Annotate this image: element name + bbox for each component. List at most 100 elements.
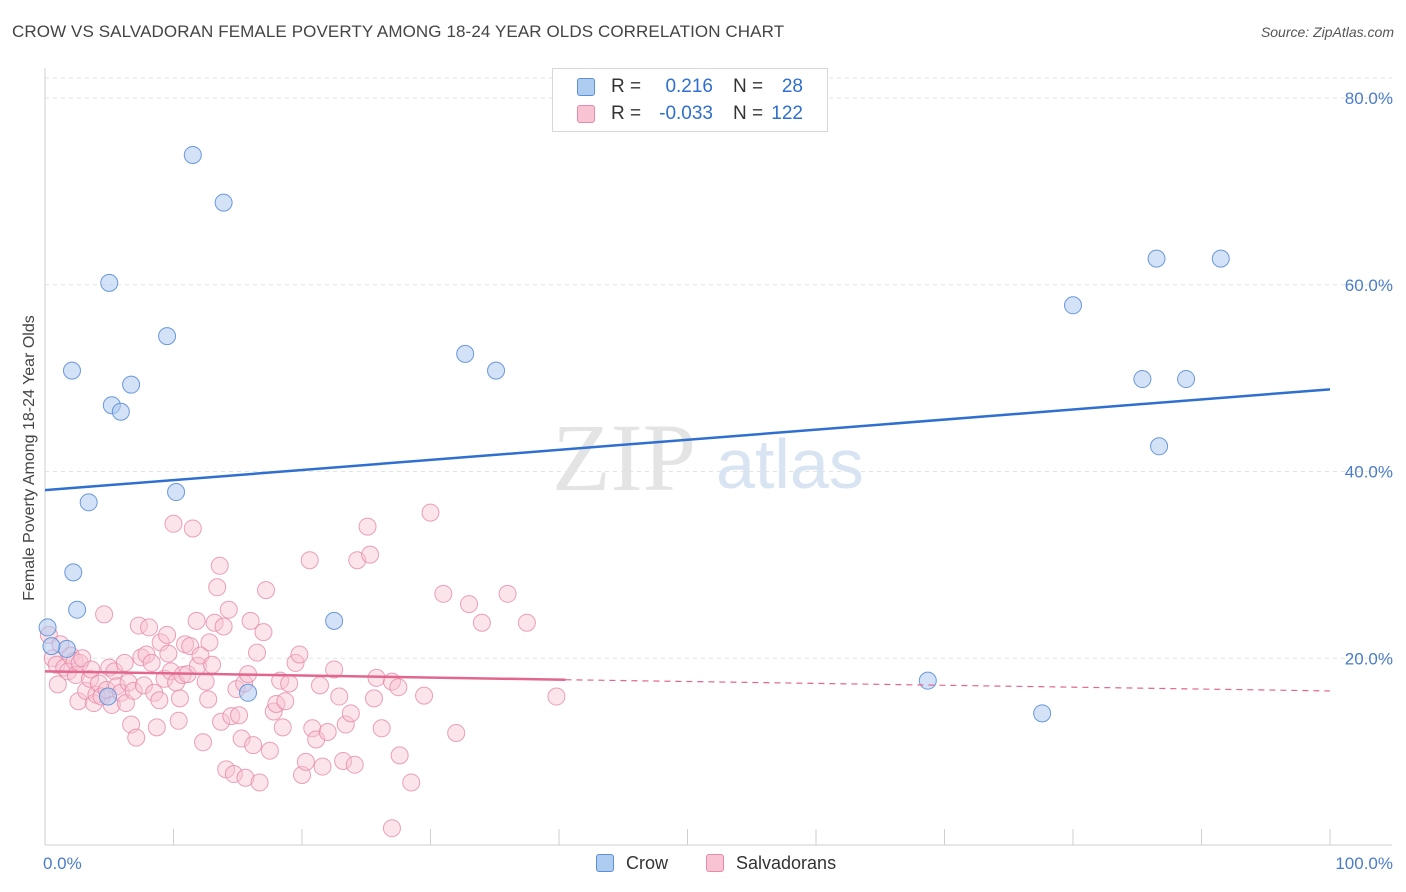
salvadorans-point (389, 678, 408, 697)
salvadorans-point (194, 733, 213, 752)
salvadorans-point (415, 686, 434, 705)
salvadorans-point (199, 690, 218, 709)
salvadorans-swatch (706, 854, 724, 872)
salvadorans-point (150, 691, 169, 710)
salvadorans-point (264, 702, 283, 721)
crow-trend-line (44, 388, 1331, 492)
salvadorans-point (82, 660, 101, 679)
salvadorans-point (119, 673, 138, 692)
crow-point (487, 361, 506, 380)
legend: R = 0.216 N = 28 R = -0.033 N = 122 (552, 68, 828, 132)
legend-r-value: 0.216 (665, 76, 713, 97)
salvadorans-points (39, 503, 566, 838)
legend-row-crow: R = 0.216 N = 28 (553, 74, 827, 100)
salvadorans-point (173, 666, 192, 685)
watermark: ZIP atlas (552, 404, 864, 511)
crow-point (57, 639, 76, 658)
salvadorans-point (447, 723, 466, 742)
salvadorans-point (330, 687, 349, 706)
salvadorans-point (345, 755, 364, 774)
crow-swatch (596, 854, 614, 872)
salvadorans-point (390, 746, 409, 765)
salvadorans-point (134, 676, 153, 695)
salvadorans-point (358, 517, 377, 536)
salvadorans-point (254, 623, 273, 642)
salvadorans-point (472, 613, 491, 632)
salvadorans-point (318, 723, 337, 742)
crow-label: Crow (626, 853, 669, 873)
salvadorans-point (137, 645, 156, 664)
salvadorans-point (248, 643, 267, 662)
crow-point (1133, 370, 1152, 389)
salvadorans-point (460, 595, 479, 614)
salvadorans-point (325, 660, 344, 679)
salvadorans-point (140, 618, 159, 637)
salvadorans-point (402, 773, 421, 792)
crow-point (167, 483, 186, 502)
crow-point (98, 687, 117, 706)
crow-point (918, 671, 937, 690)
trend-lines (44, 388, 1331, 692)
salvadorans-point (434, 584, 453, 603)
salvadorans-point (169, 711, 188, 730)
legend-r-label: R = (611, 76, 642, 97)
salvadorans-point (203, 655, 222, 674)
salvadorans-point (313, 757, 332, 776)
salvadorans-point (310, 676, 329, 695)
salvadorans-point (236, 768, 255, 787)
watermark-atlas: atlas (716, 425, 864, 503)
salvadorans-point (361, 545, 380, 564)
salvadorans-point (219, 600, 238, 619)
salvadorans-trend-extension (565, 679, 1331, 692)
salvadorans-point (276, 692, 295, 711)
salvadorans-point (296, 752, 315, 771)
crow-point (79, 493, 98, 512)
y-tick-label: 40.0% (1345, 463, 1393, 482)
legend-n-value: 122 (771, 103, 803, 124)
salvadorans-point (372, 719, 391, 738)
salvadorans-trend-line (44, 670, 566, 681)
salvadorans-point (273, 718, 292, 737)
salvadorans-point (222, 707, 241, 726)
watermark-zip: ZIP (552, 404, 696, 511)
tick-labels: 20.0% 40.0% 60.0% 80.0% 0.0% 100.0% (43, 89, 1393, 873)
crow-point (111, 402, 130, 421)
salvadorans-point (421, 503, 440, 522)
crow-points (38, 145, 1230, 723)
salvadorans-point (158, 625, 177, 644)
crow-point (1147, 249, 1166, 268)
legend-swatch-crow (577, 78, 595, 96)
salvadorans-point (547, 687, 566, 706)
salvadorans-point (286, 653, 305, 672)
crow-point (122, 375, 141, 394)
salvadorans-point (260, 741, 279, 760)
legend-n-label: N = (733, 76, 764, 97)
salvadorans-point (196, 672, 215, 691)
crow-point (62, 361, 81, 380)
salvadorans-point (80, 669, 99, 688)
salvadorans-point (205, 613, 224, 632)
chart-source: Source: ZipAtlas.com (1260, 24, 1394, 40)
crow-point (1150, 437, 1169, 456)
salvadorans-point (48, 675, 67, 694)
salvadorans-point (187, 611, 206, 630)
crow-point (214, 193, 233, 212)
bottom-legend: Crow Salvadorans (0, 852, 1406, 878)
crow-point (68, 600, 87, 619)
y-tick-label: 80.0% (1345, 89, 1393, 108)
salvadorans-point (127, 728, 146, 747)
crow-point (100, 273, 119, 292)
salvadorans-point (382, 819, 401, 838)
salvadorans-point (517, 613, 536, 632)
crow-point (64, 563, 83, 582)
crow-point (42, 637, 61, 656)
legend-r-label: R = (611, 103, 642, 124)
legend-swatch-salvadorans (577, 105, 595, 123)
salvadorans-point (257, 581, 276, 600)
salvadorans-point (232, 729, 251, 748)
crow-point (1177, 370, 1196, 389)
salvadorans-point (115, 653, 134, 672)
salvadorans-point (241, 611, 260, 630)
salvadorans-point (212, 712, 231, 731)
